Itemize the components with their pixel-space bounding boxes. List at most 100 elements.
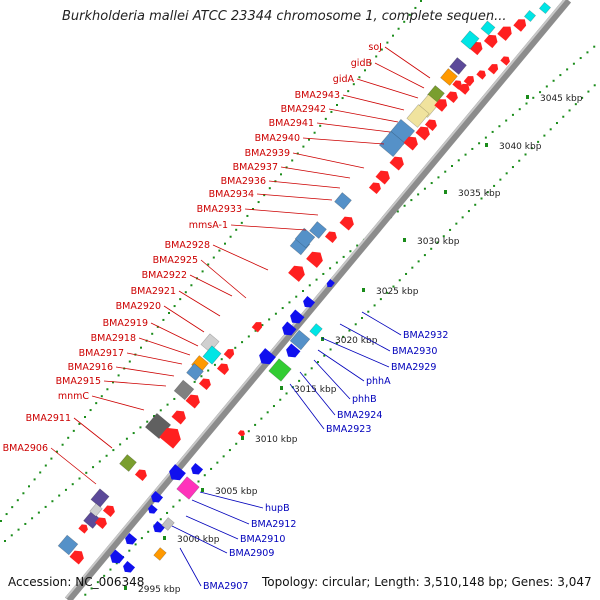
forward-gene-arrow[interactable] (497, 23, 514, 41)
reverse-gene-arrow[interactable] (151, 520, 166, 535)
gene-box[interactable] (200, 333, 220, 353)
forward-gene-label[interactable]: gidB (351, 58, 372, 69)
gene-box[interactable] (309, 221, 327, 239)
forward-gene-arrow[interactable] (324, 229, 339, 244)
forward-gene-label[interactable]: BMA2920 (116, 301, 161, 312)
forward-gene-label[interactable]: BMA2906 (3, 443, 48, 454)
reverse-gene-label[interactable]: BMA2910 (240, 534, 285, 545)
gene-box[interactable] (449, 57, 467, 75)
reverse-gene-arrow[interactable] (288, 309, 305, 327)
gene-box[interactable] (119, 454, 137, 472)
forward-gene-arrow[interactable] (159, 423, 184, 449)
forward-gene-arrow[interactable] (389, 154, 407, 171)
forward-gene-label[interactable]: BMA2933 (197, 204, 242, 215)
reverse-gene-arrow[interactable] (149, 490, 164, 505)
gene-box[interactable] (89, 503, 103, 517)
gene-box[interactable] (440, 68, 458, 86)
gene-box[interactable] (202, 345, 222, 365)
forward-gene-label[interactable]: BMA2925 (153, 255, 198, 266)
forward-gene-label[interactable]: BMA2941 (269, 118, 314, 129)
forward-gene-arrow[interactable] (476, 68, 487, 80)
forward-gene-label[interactable]: BMA2943 (295, 90, 340, 101)
reverse-gene-label[interactable]: BMA2930 (392, 346, 437, 357)
gene-box[interactable] (153, 547, 167, 561)
gene-box[interactable] (523, 9, 537, 23)
forward-gene-arrow[interactable] (434, 96, 449, 112)
gene-box[interactable] (289, 329, 311, 351)
reverse-gene-label[interactable]: BMA2929 (391, 362, 436, 373)
reverse-gene-arrow[interactable] (325, 279, 335, 289)
reverse-gene-label[interactable]: BMA2932 (403, 330, 448, 341)
reverse-gene-label[interactable]: BMA2907 (203, 581, 248, 592)
reverse-gene-label[interactable]: BMA2912 (251, 519, 296, 530)
reverse-gene-arrow[interactable] (121, 560, 136, 575)
forward-gene-label[interactable]: BMA2928 (165, 240, 210, 251)
forward-gene-label[interactable]: BMA2939 (245, 148, 290, 159)
forward-gene-arrow[interactable] (94, 515, 109, 530)
reverse-gene-arrow[interactable] (123, 532, 138, 547)
forward-gene-arrow[interactable] (78, 522, 89, 534)
gene-box[interactable] (90, 488, 110, 508)
reverse-gene-label[interactable]: hupB (265, 503, 290, 514)
gene-box[interactable] (334, 192, 352, 210)
reverse-gene-label[interactable]: phhB (352, 394, 377, 405)
gene-box[interactable] (460, 30, 480, 50)
gene-box[interactable] (176, 476, 200, 500)
forward-gene-arrow[interactable] (500, 54, 511, 66)
reverse-gene-arrow[interactable] (166, 464, 186, 484)
forward-gene-label[interactable]: BMA2936 (221, 176, 266, 187)
gene-box[interactable] (161, 517, 175, 531)
forward-gene-arrow[interactable] (483, 32, 500, 49)
reverse-gene-arrow[interactable] (146, 504, 158, 515)
forward-gene-label[interactable]: BMA2922 (142, 270, 187, 281)
reverse-gene-arrow[interactable] (284, 343, 301, 361)
gene-box[interactable] (173, 379, 195, 401)
forward-gene-label[interactable]: BMA2911 (26, 413, 71, 424)
gene-box[interactable] (538, 1, 552, 15)
forward-gene-arrow[interactable] (513, 16, 528, 32)
forward-gene-label[interactable]: gidA (333, 74, 355, 85)
forward-gene-label[interactable]: BMA2937 (233, 162, 278, 173)
forward-gene-label[interactable]: BMA2934 (209, 189, 254, 200)
forward-gene-arrow[interactable] (306, 248, 326, 268)
forward-gene-arrow[interactable] (375, 168, 393, 185)
forward-gene-arrow[interactable] (216, 361, 231, 376)
reverse-gene-arrow[interactable] (256, 348, 276, 368)
gene-box[interactable] (57, 534, 79, 556)
gene-box[interactable] (268, 358, 292, 382)
reverse-gene-arrow[interactable] (280, 321, 297, 339)
gene-box[interactable] (378, 130, 406, 158)
forward-gene-label[interactable]: mnmC (58, 391, 90, 402)
forward-gene-arrow[interactable] (368, 180, 383, 195)
gene-box[interactable] (294, 227, 316, 249)
forward-gene-arrow[interactable] (415, 124, 433, 141)
forward-gene-arrow[interactable] (445, 89, 460, 104)
reverse-gene-arrow[interactable] (301, 295, 316, 310)
reverse-gene-label[interactable]: BMA2909 (229, 548, 274, 559)
forward-gene-arrow[interactable] (102, 503, 117, 518)
forward-gene-label[interactable]: BMA2918 (91, 333, 136, 344)
forward-gene-label[interactable]: mmsA-1 (189, 220, 228, 231)
forward-gene-arrow[interactable] (171, 408, 189, 425)
forward-gene-arrow[interactable] (251, 320, 265, 333)
reverse-gene-label[interactable]: BMA2924 (337, 410, 382, 421)
forward-gene-arrow[interactable] (223, 347, 237, 360)
gene-box[interactable] (406, 104, 430, 128)
forward-gene-arrow[interactable] (134, 467, 149, 482)
forward-gene-arrow[interactable] (288, 262, 308, 282)
reverse-gene-label[interactable]: phhA (366, 376, 391, 387)
gene-box[interactable] (309, 323, 323, 337)
gene-box[interactable] (480, 20, 496, 36)
forward-gene-label[interactable]: soJ (368, 42, 382, 53)
reverse-gene-label[interactable]: BMA2923 (326, 424, 371, 435)
forward-gene-arrow[interactable] (198, 376, 213, 391)
forward-gene-arrow[interactable] (185, 392, 203, 409)
forward-gene-arrow[interactable] (69, 548, 87, 565)
reverse-gene-arrow[interactable] (189, 462, 204, 477)
forward-gene-label[interactable]: BMA2921 (131, 286, 176, 297)
forward-gene-label[interactable]: BMA2940 (255, 133, 300, 144)
forward-gene-arrow[interactable] (424, 117, 439, 132)
forward-gene-arrow[interactable] (452, 78, 463, 90)
forward-gene-label[interactable]: BMA2917 (79, 348, 124, 359)
forward-gene-arrow[interactable] (458, 81, 471, 95)
